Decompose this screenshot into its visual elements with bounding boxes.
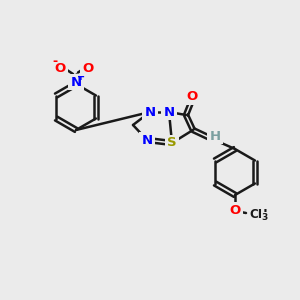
Text: O: O: [82, 61, 94, 74]
Text: -: -: [52, 55, 58, 68]
Text: N: N: [144, 106, 156, 118]
Text: 3: 3: [261, 212, 267, 221]
Text: N: N: [70, 76, 82, 88]
Text: N: N: [141, 134, 153, 146]
Text: N: N: [164, 106, 175, 118]
Text: O: O: [230, 203, 241, 217]
Text: CH: CH: [249, 208, 268, 221]
Text: O: O: [54, 61, 66, 74]
Text: H: H: [209, 130, 220, 142]
Text: N: N: [70, 76, 82, 88]
Text: +: +: [77, 72, 85, 82]
Text: O: O: [186, 91, 198, 103]
Text: S: S: [167, 136, 177, 149]
